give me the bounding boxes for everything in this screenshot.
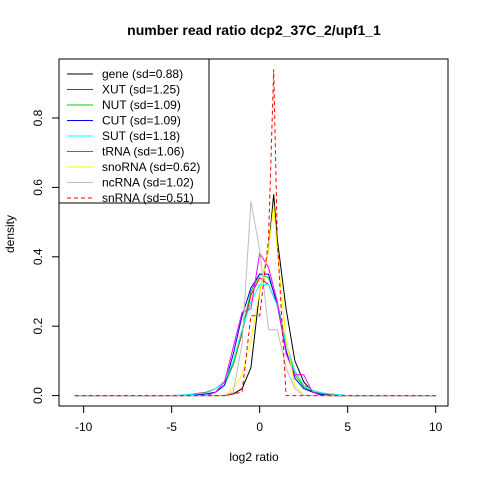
chart-title: number read ratio dcp2_37C_2/upf1_1	[127, 22, 381, 38]
series-layer	[74, 69, 436, 397]
legend-label: ncRNA (sd=1.02)	[102, 176, 194, 190]
series-line-8	[74, 69, 436, 397]
y-axis-label: density	[3, 215, 17, 253]
legend-label: snRNA (sd=0.51)	[102, 191, 194, 205]
legend-label: XUT (sd=1.25)	[102, 83, 180, 97]
x-tick-label: 5	[344, 420, 351, 434]
y-tick-label: 0.2	[31, 318, 45, 335]
legend-label: gene (sd=0.88)	[102, 67, 183, 81]
legend-label: CUT (sd=1.09)	[102, 114, 181, 128]
x-tick-label: -10	[75, 420, 93, 434]
legend: gene (sd=0.88) XUT (sd=1.25)NUT (sd=1.09)…	[58, 58, 210, 205]
legend-label: tRNA (sd=1.06)	[102, 145, 184, 159]
legend-label: snoRNA (sd=0.62)	[102, 160, 200, 174]
series-line-5	[74, 251, 436, 397]
x-tick-label: -5	[166, 420, 177, 434]
x-axis-label: log2 ratio	[229, 450, 279, 464]
x-axis: -10 -5 0 5 10	[75, 405, 443, 434]
legend-label: NUT (sd=1.09)	[102, 98, 181, 112]
x-tick-label: 0	[256, 420, 263, 434]
series-line-6	[74, 204, 436, 397]
series-line-7	[74, 201, 436, 397]
y-tick-label: 0.0	[31, 387, 45, 404]
series-line-4	[74, 284, 436, 397]
legend-box	[58, 58, 210, 204]
y-tick-label: 0.4	[31, 248, 45, 265]
y-tick-label: 0.6	[31, 179, 45, 196]
x-tick-label: 10	[429, 420, 443, 434]
y-tick-label: 0.8	[31, 109, 45, 126]
legend-label: SUT (sd=1.18)	[102, 129, 180, 143]
